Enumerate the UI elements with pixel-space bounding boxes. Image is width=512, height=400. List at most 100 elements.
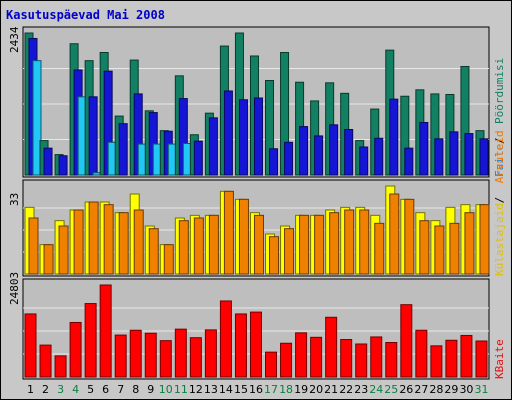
bar-arvuteid-day-12 <box>193 217 204 275</box>
bar-faile-day-13 <box>208 117 218 176</box>
bar-kbaite-day-31 <box>475 340 488 378</box>
chart-title: Kasutuspäevad Mai 2008 <box>6 8 165 22</box>
bar-kbaite-day-4 <box>69 321 82 378</box>
x-tick-label: 19 <box>294 383 308 396</box>
bar-arvuteid-day-16 <box>253 214 264 275</box>
bar-kbaite-day-2 <box>39 344 52 378</box>
x-tick-label: 9 <box>147 383 154 396</box>
bar-arvuteid-day-14 <box>223 190 234 275</box>
x-tick-label: 11 <box>174 383 188 396</box>
bar-arvuteid-day-26 <box>404 198 415 275</box>
x-tick-label: 28 <box>429 383 443 396</box>
bar-kbaite-day-26 <box>400 304 413 378</box>
bar-arvuteid-day-1 <box>28 217 39 275</box>
bar-faile-day-19 <box>299 126 309 176</box>
bar-arvuteid-day-28 <box>434 225 445 275</box>
bar-kbaite-day-6 <box>99 284 112 378</box>
x-tick-label: 26 <box>399 383 413 396</box>
bar-arvuteid-day-18 <box>284 228 295 275</box>
x-tick-label: 29 <box>444 383 458 396</box>
bar-faile-day-31 <box>479 138 489 176</box>
bar-kbaite-day-29 <box>445 339 458 378</box>
bar-kbaite-day-27 <box>415 329 428 378</box>
x-tick-label: 24 <box>369 383 383 396</box>
x-tick-label: 18 <box>279 383 293 396</box>
bar-faile-day-7 <box>118 123 128 176</box>
x-tick-label: 6 <box>102 383 109 396</box>
bar-arvuteid-day-10 <box>163 244 174 275</box>
bar-kbaite-day-14 <box>219 300 232 378</box>
bar-kbaite-day-13 <box>204 329 217 378</box>
bar-lehekülgi-day-1 <box>32 60 42 176</box>
panel-middle-legend-label: Arvuteid <box>493 130 506 183</box>
bar-kbaite-day-3 <box>54 355 67 378</box>
bar-faile-day-3 <box>58 155 68 176</box>
bar-arvuteid-day-29 <box>449 222 460 275</box>
bar-faile-day-18 <box>284 141 294 176</box>
bar-faile-day-28 <box>434 138 444 176</box>
bar-arvuteid-day-7 <box>118 212 129 275</box>
bar-kbaite-day-5 <box>84 303 97 378</box>
x-tick-label: 7 <box>117 383 124 396</box>
bar-kbaite-day-11 <box>174 328 187 378</box>
bar-faile-day-26 <box>404 147 414 176</box>
x-tick-label: 1 <box>27 383 34 396</box>
bar-kbaite-day-7 <box>114 334 127 378</box>
x-tick-label: 8 <box>132 383 139 396</box>
x-tick-label: 23 <box>354 383 368 396</box>
bar-kbaite-day-17 <box>265 351 278 378</box>
x-tick-label: 4 <box>72 383 79 396</box>
bar-arvuteid-day-27 <box>419 220 430 275</box>
bar-kbaite-day-18 <box>280 342 293 378</box>
bar-arvuteid-day-22 <box>344 209 355 275</box>
bar-faile-day-29 <box>449 131 459 176</box>
x-tick-label: 12 <box>189 383 203 396</box>
bar-kbaite-day-25 <box>385 342 398 378</box>
bar-arvuteid-day-2 <box>43 244 54 275</box>
bar-arvuteid-day-9 <box>148 228 159 275</box>
x-tick-label: 14 <box>219 383 233 396</box>
bar-faile-day-23 <box>359 146 369 176</box>
bar-faile-day-14 <box>223 90 233 176</box>
bar-faile-day-16 <box>253 97 263 176</box>
bar-faile-day-12 <box>193 140 203 176</box>
x-tick-label: 21 <box>324 383 338 396</box>
bar-kbaite-day-15 <box>234 313 247 378</box>
panel-middle-ymax-label: 33 <box>8 193 21 206</box>
bar-arvuteid-day-13 <box>208 214 219 275</box>
bar-arvuteid-day-23 <box>359 209 370 275</box>
bar-arvuteid-day-25 <box>389 193 400 275</box>
bar-kbaite-day-1 <box>24 313 37 378</box>
x-tick-label: 15 <box>234 383 248 396</box>
bar-arvuteid-day-21 <box>329 212 340 275</box>
bar-arvuteid-day-15 <box>238 198 249 275</box>
panel-top-legend-label: Faile <box>493 144 506 177</box>
x-tick-label: 22 <box>339 383 353 396</box>
bar-arvuteid-day-31 <box>479 204 490 275</box>
bar-faile-day-25 <box>389 98 399 176</box>
x-tick-label: 13 <box>204 383 218 396</box>
bar-kbaite-day-12 <box>189 337 202 378</box>
panel-top-legend-label: Pöördumisi <box>493 58 506 124</box>
bar-arvuteid-day-11 <box>178 220 189 275</box>
panel-bottom: 24803 KBaite <box>8 272 506 380</box>
bar-faile-day-15 <box>238 99 248 176</box>
x-tick-label: 3 <box>57 383 64 396</box>
bar-arvuteid-day-20 <box>314 214 325 275</box>
x-tick-label: 20 <box>309 383 323 396</box>
x-tick-label: 31 <box>474 383 488 396</box>
bar-kbaite-day-28 <box>430 345 443 378</box>
panel-middle-legend-separator: / <box>493 197 506 204</box>
bar-arvuteid-day-5 <box>88 201 99 275</box>
x-tick-label: 27 <box>414 383 428 396</box>
bar-arvuteid-day-17 <box>269 236 280 275</box>
bar-kbaite-day-19 <box>295 332 308 378</box>
x-tick-label: 25 <box>384 383 398 396</box>
bar-kbaite-day-30 <box>460 334 473 378</box>
x-tick-label: 5 <box>87 383 94 396</box>
bar-kbaite-day-8 <box>129 329 142 378</box>
bar-kbaite-day-21 <box>325 316 338 378</box>
panel-bottom-legend-label: KBaite <box>493 339 506 379</box>
bar-arvuteid-day-24 <box>374 222 385 275</box>
bar-kbaite-day-22 <box>340 339 353 378</box>
